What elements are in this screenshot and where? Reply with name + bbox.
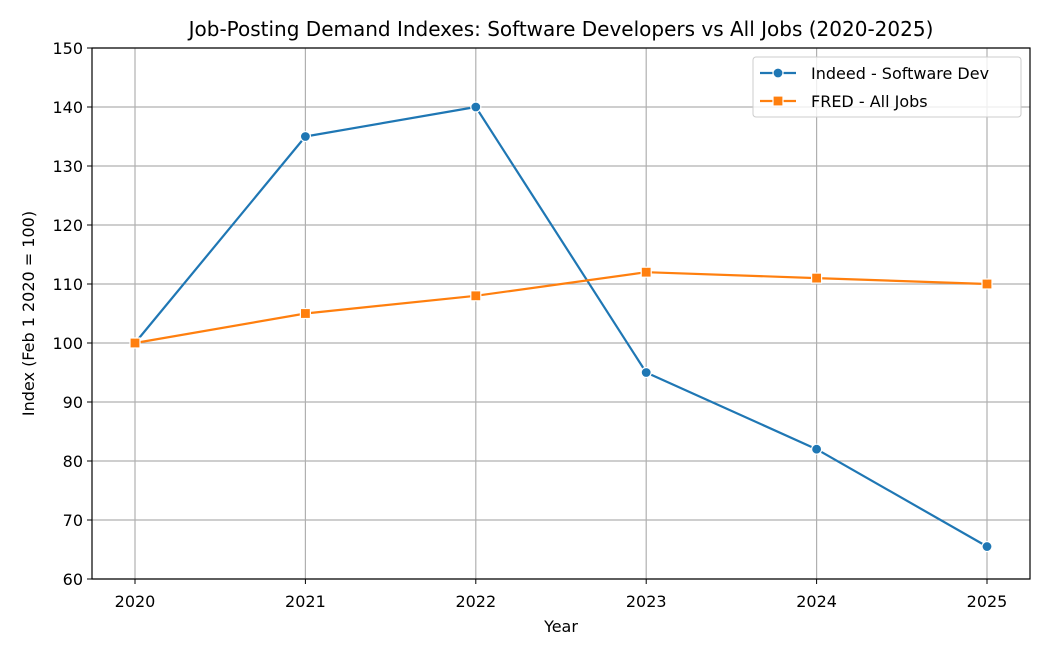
legend-item: FRED - All Jobs <box>760 92 928 111</box>
legend: Indeed - Software Dev FRED - All Jobs <box>752 56 1022 118</box>
data-point <box>299 130 311 143</box>
data-point <box>470 290 482 302</box>
data-point <box>470 101 482 113</box>
y-tick-label: 100 <box>52 334 83 353</box>
y-axis-title: Index (Feb 1 2020 = 100) <box>19 211 38 416</box>
series-layer <box>129 101 993 553</box>
x-tick-label: 2022 <box>455 592 496 611</box>
legend-label: FRED - All Jobs <box>811 92 928 111</box>
series-line <box>134 271 988 345</box>
plot-frame <box>91 47 1031 580</box>
data-point <box>810 443 823 455</box>
series-line <box>134 105 988 548</box>
x-tick-label: 2020 <box>115 592 156 611</box>
y-axis: 60 70 80 90 100 110 120 130 140 150 <box>52 39 92 589</box>
series-1 <box>129 101 993 553</box>
gridlines <box>92 47 1030 580</box>
data-point <box>981 278 993 290</box>
x-tick-label: 2021 <box>285 592 326 611</box>
data-point <box>640 266 652 278</box>
y-tick-label: 130 <box>52 157 83 176</box>
x-axis: 2020 2021 2022 2023 2024 2025 <box>115 579 1008 611</box>
x-tick-label: 2024 <box>796 592 837 611</box>
data-point <box>299 307 311 320</box>
y-tick-label: 90 <box>63 393 83 412</box>
data-point <box>129 337 141 349</box>
y-tick-label: 140 <box>52 98 83 117</box>
y-tick-label: 70 <box>63 511 83 530</box>
data-point <box>640 366 652 379</box>
legend-item: Indeed - Software Dev <box>760 64 989 83</box>
y-tick-label: 110 <box>52 275 83 294</box>
data-point <box>981 540 993 553</box>
y-tick-label: 60 <box>63 570 83 589</box>
legend-label: Indeed - Software Dev <box>811 64 989 83</box>
legend-box <box>752 56 1022 118</box>
legend-marker <box>772 67 784 79</box>
x-tick-label: 2025 <box>967 592 1008 611</box>
y-tick-label: 80 <box>63 452 83 471</box>
chart-title: Job-Posting Demand Indexes: Software Dev… <box>187 17 934 41</box>
data-point <box>810 272 823 284</box>
series-2 <box>129 266 993 349</box>
y-tick-label: 150 <box>52 39 83 58</box>
y-tick-label: 120 <box>52 216 83 235</box>
legend-marker <box>772 95 784 107</box>
x-axis-title: Year <box>543 617 578 636</box>
x-tick-label: 2023 <box>626 592 667 611</box>
